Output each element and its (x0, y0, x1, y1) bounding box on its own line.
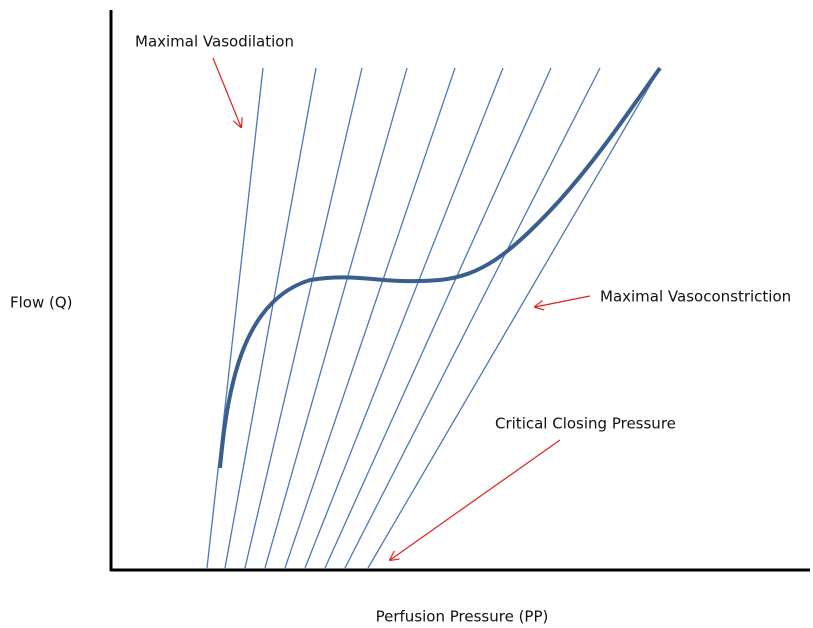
autoregulation-curve (218, 66, 662, 469)
arrow (212, 57, 241, 127)
iso-line (324, 67, 552, 569)
iso-lines (206, 67, 661, 569)
iso-line (344, 67, 601, 569)
iso-line (367, 67, 661, 569)
iso-line (304, 67, 504, 569)
annotation: Maximal Vasoconstriction (600, 288, 791, 306)
iso-line (264, 67, 408, 569)
iso-line (284, 67, 456, 569)
iso-line (206, 67, 264, 569)
iso-line (244, 67, 363, 569)
y-axis-label: Flow (Q) (10, 294, 73, 312)
x-axis-label: Perfusion Pressure (PP) (376, 608, 549, 626)
iso-line (224, 67, 317, 569)
annotation: Maximal Vasodilation (135, 33, 294, 51)
arrow (390, 439, 561, 560)
arrow (535, 295, 591, 307)
annotation: Critical Closing Pressure (495, 415, 676, 433)
